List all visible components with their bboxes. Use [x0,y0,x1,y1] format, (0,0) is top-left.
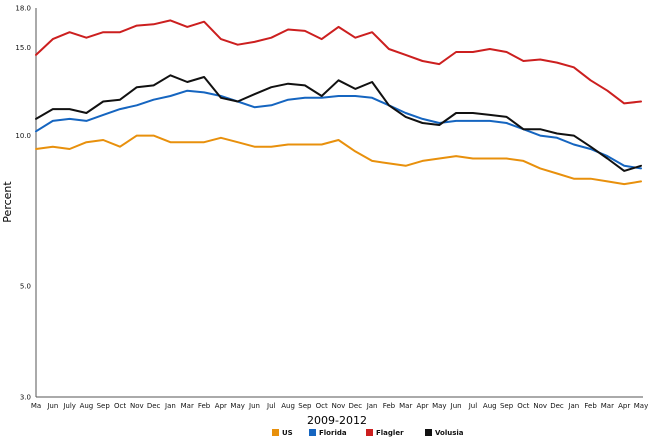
x-tick-label: Jan [567,402,579,410]
legend-label-us: US [282,429,293,437]
x-tick-label: Jun [46,402,58,410]
x-tick-label: Aug [483,402,497,410]
series-line-flagler [35,19,642,105]
y-axis-title: Percent [1,181,14,223]
legend: US Florida Flagler Volusia [272,429,464,437]
x-tick-label: May [230,402,244,410]
x-tick-label: Dec [147,402,161,410]
x-axis-title: 2009-2012 [307,414,367,427]
x-tick-label: Sep [298,402,312,410]
legend-swatch-flagler [366,429,373,436]
series-line-florida [35,89,642,170]
x-tick-label: Jan [164,402,176,410]
x-tick-label: Jan [366,402,378,410]
x-tick-label: Mar [399,402,412,410]
x-tick-label: Apr [618,402,630,410]
y-tick-label: 3.0 [20,394,31,402]
legend-swatch-us [272,429,279,436]
x-tick-label: Dec [349,402,363,410]
x-tick-label: Apr [215,402,227,410]
x-tick-label: Jun [248,402,260,410]
x-tick-label: Dec [550,402,564,410]
series-line-volusia [35,74,642,172]
x-tick-label: Oct [114,402,126,410]
x-tick-label: Oct [517,402,529,410]
x-tick-label: Aug [80,402,94,410]
x-tick-label: Sep [500,402,514,410]
y-tick-label: 5.0 [20,283,31,291]
x-tick-label: Oct [316,402,328,410]
series-lines [35,19,642,186]
legend-label-volusia: Volusia [435,429,464,437]
x-tick-label: Feb [198,402,211,410]
x-tick-label: Sep [97,402,111,410]
y-tick-labels: 3.0 5.0 10.0 15.0 18.0 [15,5,31,402]
y-tick-label: 18.0 [15,5,31,13]
x-tick-label: May [432,402,446,410]
x-tick-label: May [634,402,648,410]
x-tick-label: July [62,402,76,410]
legend-label-florida: Florida [319,429,347,437]
legend-swatch-florida [309,429,316,436]
x-tick-label: Feb [584,402,597,410]
x-tick-label: Jul [266,402,276,410]
legend-swatch-volusia [425,429,432,436]
x-tick-label: Nov [533,402,547,410]
series-line-us [35,134,642,186]
x-tick-label: Ma [31,402,41,410]
x-tick-label: Mar [601,402,614,410]
y-tick-label: 10.0 [15,132,31,140]
y-tick-label: 15.0 [15,44,31,52]
x-tick-labels: Ma Jun July Aug Sep Oct Nov Dec Jan Mar Feb Apr May J… [31,402,648,410]
x-tick-label: Apr [416,402,428,410]
x-tick-label: Feb [383,402,396,410]
x-tick-label: Nov [332,402,346,410]
x-tick-label: Jun [450,402,462,410]
x-tick-label: Aug [281,402,295,410]
x-tick-label: Nov [130,402,144,410]
legend-label-flagler: Flagler [376,429,404,437]
x-tick-label: Jul [468,402,478,410]
x-tick-label: Mar [181,402,194,410]
